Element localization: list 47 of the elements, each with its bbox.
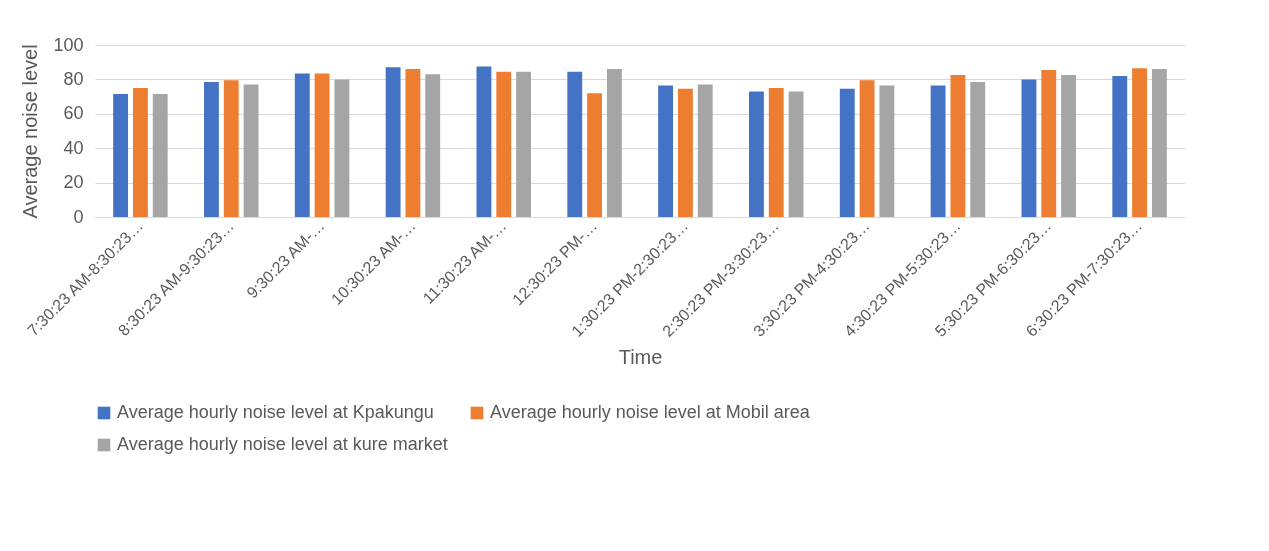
bar xyxy=(788,91,804,217)
y-tick-label: 60 xyxy=(63,103,84,124)
bar xyxy=(950,75,966,217)
bar xyxy=(223,80,239,217)
bar xyxy=(606,69,622,217)
bar xyxy=(587,93,603,217)
bar xyxy=(496,71,512,217)
y-tick-label: 20 xyxy=(63,172,84,193)
y-tick-label: 100 xyxy=(53,34,84,55)
bar xyxy=(697,84,713,217)
bar xyxy=(132,88,148,217)
bar xyxy=(879,85,895,217)
y-tick-label: 80 xyxy=(63,68,84,89)
bar xyxy=(1132,68,1148,217)
bar xyxy=(334,79,350,217)
bar xyxy=(152,94,168,217)
legend-label: Average hourly noise level at Mobil area xyxy=(490,402,811,422)
legend-label: Average hourly noise level at kure market xyxy=(117,434,448,454)
legend-label: Average hourly noise level at Kpakungu xyxy=(117,402,434,422)
bar xyxy=(1151,69,1167,217)
bar xyxy=(677,88,693,217)
bar xyxy=(930,85,946,217)
bar xyxy=(385,67,401,217)
bar xyxy=(1041,69,1057,217)
bar xyxy=(1061,75,1076,217)
y-axis-title: Average noise level xyxy=(19,44,42,219)
bar xyxy=(425,74,441,217)
bar xyxy=(204,81,219,217)
bar xyxy=(516,71,531,217)
bar xyxy=(749,91,764,217)
bar xyxy=(1021,79,1037,217)
bar xyxy=(405,69,421,217)
bar xyxy=(113,94,129,217)
y-tick-label: 40 xyxy=(63,137,84,158)
bar xyxy=(859,80,875,217)
bar xyxy=(970,81,986,217)
bar xyxy=(658,85,674,217)
bar xyxy=(839,88,855,217)
bar xyxy=(1112,75,1128,217)
x-axis-title: Time xyxy=(618,345,663,368)
bar xyxy=(294,73,310,217)
bar xyxy=(243,84,259,217)
bar xyxy=(476,66,492,217)
bar xyxy=(567,71,583,217)
y-tick-label: 0 xyxy=(73,206,84,227)
bar xyxy=(768,88,784,217)
bar xyxy=(314,73,330,217)
